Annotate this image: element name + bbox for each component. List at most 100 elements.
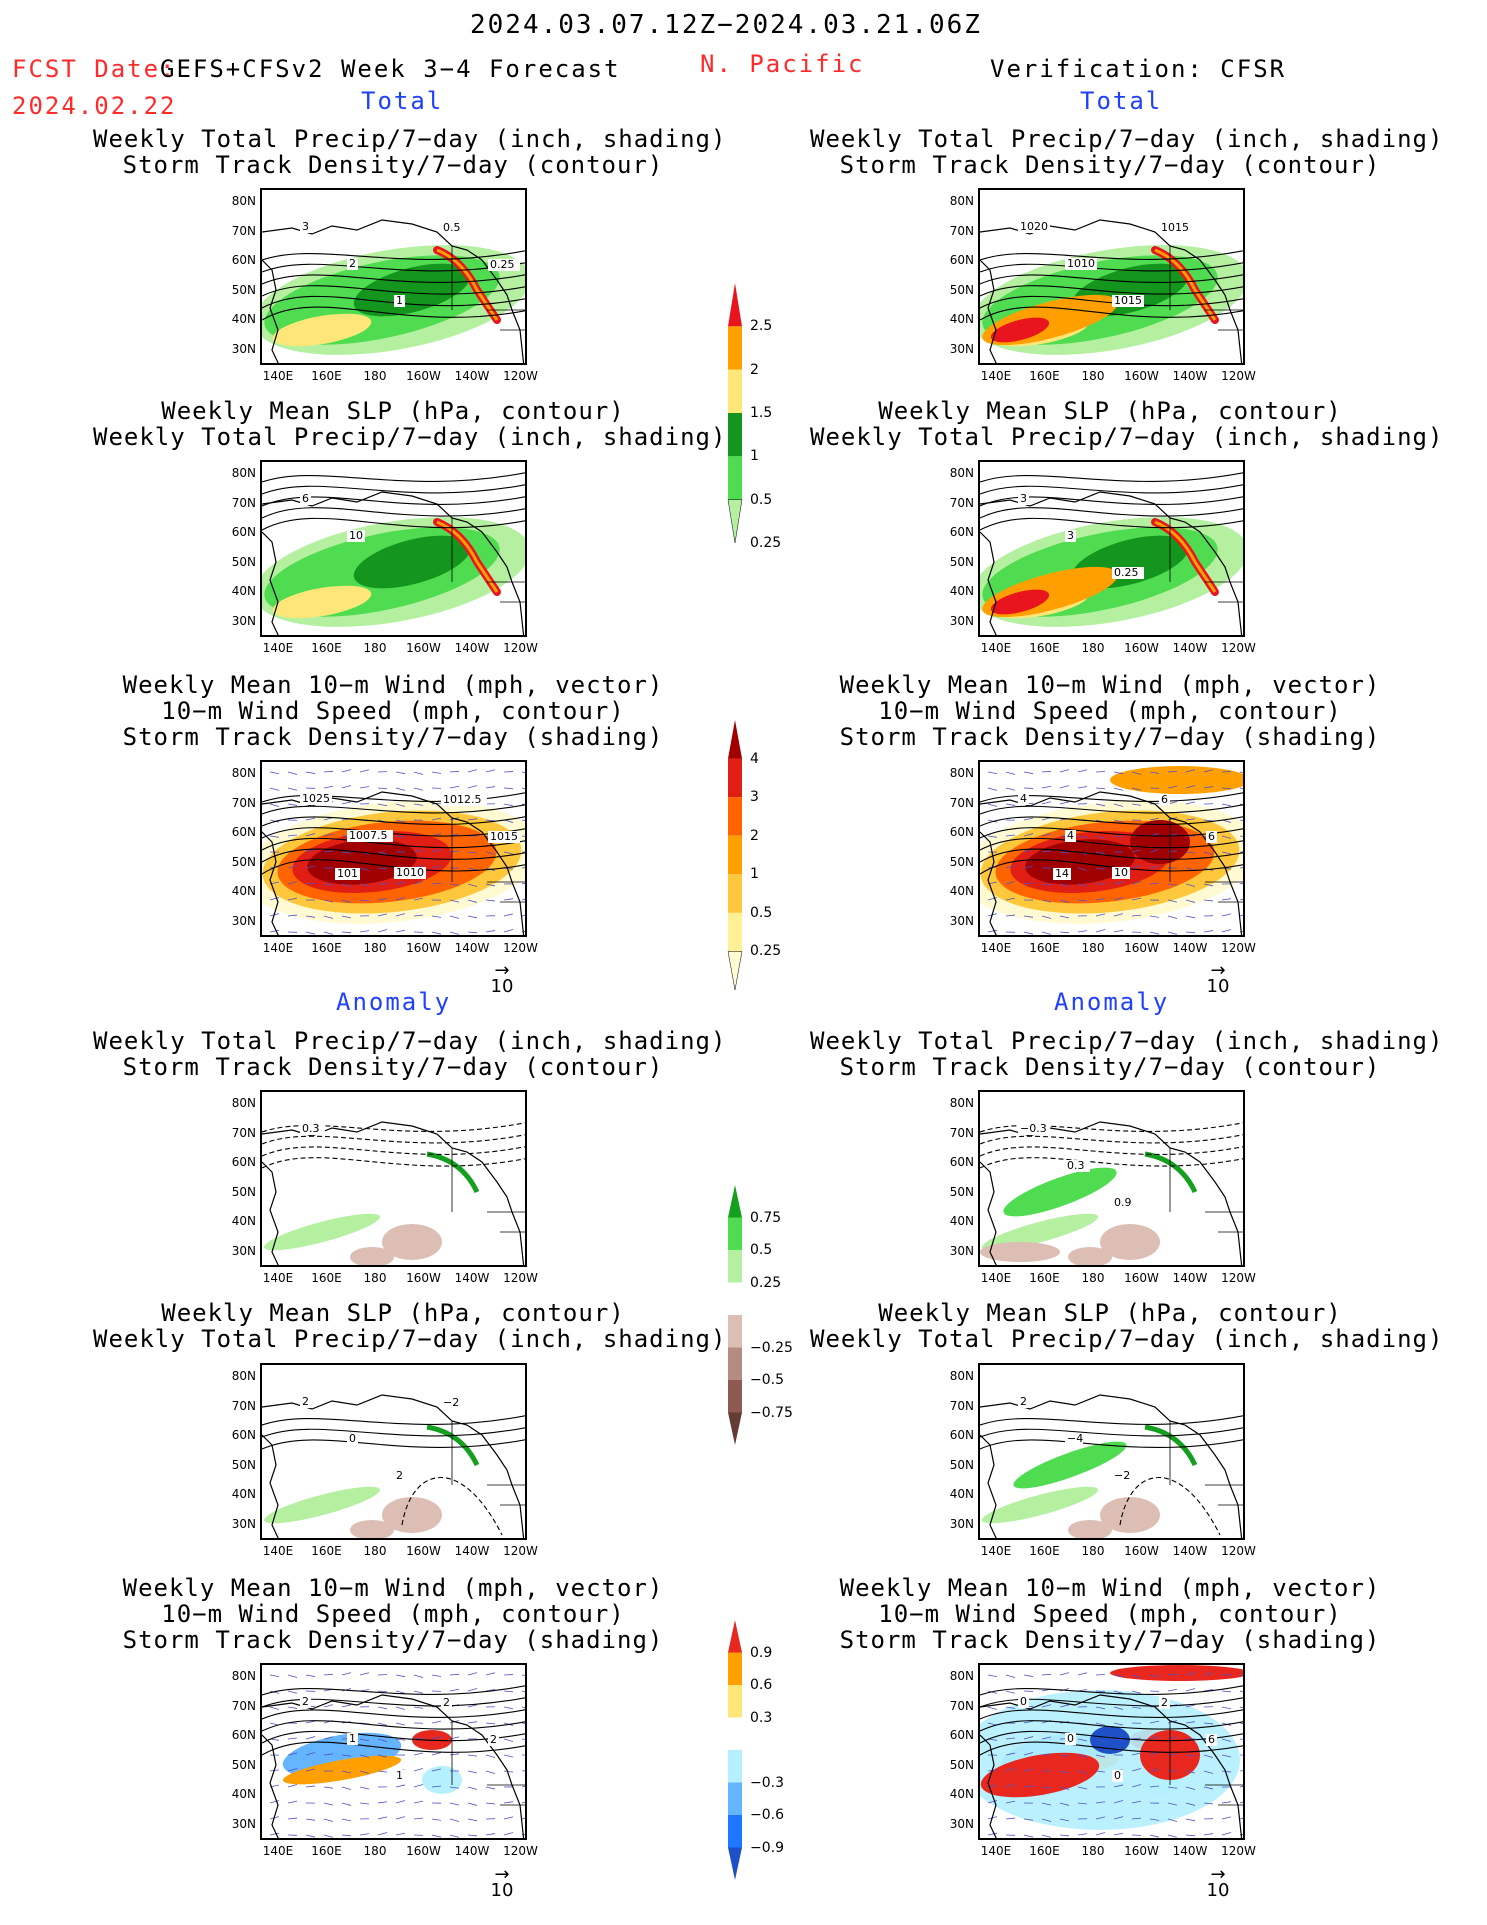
wind-vector [1239,1801,1243,1804]
svg-text:10: 10 [349,529,363,542]
asia-coastline [980,831,997,935]
lon-tick-label: 160W [406,1544,441,1558]
wind-vector [1131,1752,1142,1756]
wind-vector [395,1674,406,1678]
wind-vector [1113,1722,1124,1726]
lon-tick-label: 180 [1081,1271,1105,1285]
wind-vector [1167,1753,1178,1756]
wind-vector [1041,850,1052,853]
lat-tick-label: 30N [231,1516,256,1531]
fcst-model: GEFS+CFSv2 Week 3−4 Forecast [160,55,621,83]
wind-vector [305,931,316,935]
colorbar-label: 0.5 [750,491,773,508]
panel-title: Storm Track Density/7−day (shading) [122,1626,664,1654]
lat-tick-label: 30N [949,1516,974,1531]
map-panel-12: 0 0 0 2 6 [978,1663,1245,1840]
wind-vector [395,1832,406,1836]
wind-vector [377,1706,388,1710]
lon-tick-label: 120W [503,941,538,955]
wind-vector [305,1785,316,1788]
contour-line [262,1697,525,1708]
wind-vector [1005,1768,1016,1772]
wind-vector [359,1833,370,1836]
wind-vector [1005,834,1016,837]
wind-vector [1239,867,1243,869]
wind-vector [431,1720,442,1724]
wind-vector [1077,1770,1088,1774]
border-lines [1169,818,1243,903]
wind-vector [395,1722,406,1726]
lon-tick-label: 120W [503,1844,538,1858]
lon-tick-label: 180 [363,1271,387,1285]
wind-vector [359,1672,370,1676]
wind-vector [395,1816,406,1820]
border-lines [451,1148,525,1233]
wind-vector [1167,1818,1178,1822]
wind-vector [305,1768,316,1772]
wind-vector [1095,1738,1106,1742]
panel-title: Weekly Total Precip/7−day (inch, shading… [810,423,1444,451]
wind-vector [287,1800,298,1804]
wind-vector [1095,1801,1106,1804]
wind-vector [1041,931,1052,935]
contour-label: 1025 [300,792,332,805]
wind-vector [449,770,460,773]
wind-vector [1005,1706,1016,1709]
contour-label: 4 [1065,829,1076,842]
wind-vector [1023,1818,1034,1821]
wind-vector [467,1818,478,1822]
wind-vector [413,1800,424,1804]
precip-anom-neg-area [1100,1224,1160,1260]
contour-line [262,1122,525,1133]
wind-vector [395,913,406,917]
vector-ref-label-3: 10 [490,1880,514,1901]
asia-coastline [262,531,279,635]
wind-vector [1077,1754,1088,1758]
precip-anom-neg-area [1068,1520,1112,1538]
lon-tick-label: 140W [454,941,490,955]
wind-vector [1095,851,1106,855]
wind-vector [1221,851,1232,855]
wind-vector [485,1833,496,1836]
wind-vector [467,1834,478,1837]
lon-tick-label: 180 [1081,941,1105,955]
wind-vector [1185,1754,1196,1757]
svg-text:−2: −2 [1114,1469,1130,1482]
contour-label: 2 [394,1469,405,1482]
wind-vector [1005,1817,1016,1820]
lon-tick-label: 140W [454,369,490,383]
wind-vector [1023,1674,1034,1677]
colorbar-label: −0.9 [750,1839,784,1856]
contour-line [262,1427,525,1438]
lon-tick-label: 160E [1029,641,1060,655]
wind-vector [305,915,316,918]
wind-vector [1131,865,1142,869]
contour-label: 1 [347,1732,358,1745]
colorbar-label: 0.5 [750,1242,773,1258]
lon-tick-label: 140E [980,1544,1012,1558]
contour-line [980,827,1243,839]
wind-vector [1059,1786,1070,1790]
wind-vector [987,771,998,775]
svg-text:2: 2 [396,1469,403,1482]
wind-vector [1239,882,1243,885]
contour-line [980,1730,1243,1744]
wind-vector [987,1706,998,1710]
colorbar-segment [728,1717,742,1750]
map-panel-7: 0.3 [260,1090,527,1267]
wind-vector [1239,803,1243,806]
svg-text:0: 0 [1020,1695,1027,1708]
coastal-precip-core [436,520,499,593]
wind-vector [521,787,525,790]
lon-tick-label: 160E [311,641,342,655]
lon-tick-label: 140E [262,1544,294,1558]
colorbar-label: 1 [750,448,759,465]
wind-vector [485,1786,496,1790]
wind-vector [1041,1753,1052,1756]
wind-vector [1131,881,1142,885]
wind-vector [413,1674,424,1678]
svg-text:101: 101 [337,867,358,880]
colorbar-segment [728,456,742,500]
contour-label: 1012.5 [441,793,487,806]
wind-vector [467,931,478,934]
